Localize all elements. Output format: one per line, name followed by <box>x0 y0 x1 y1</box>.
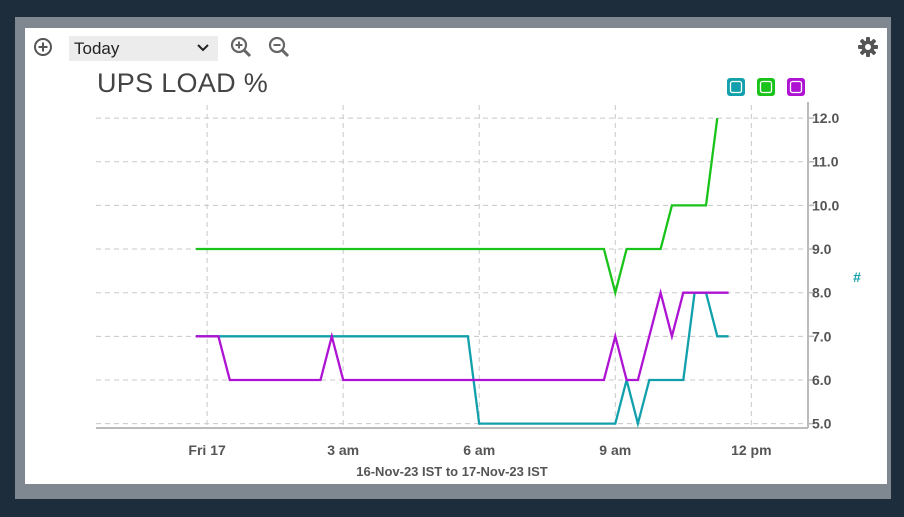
zoom-out-icon[interactable] <box>268 36 290 58</box>
x-tick-label: 9 am <box>599 442 631 458</box>
zoom-in-icon[interactable] <box>230 36 252 58</box>
series-line-1 <box>195 291 729 429</box>
date-range-label: 16-Nov-23 IST to 17-Nov-23 IST <box>356 464 547 479</box>
legend-swatch-3[interactable] <box>787 78 805 96</box>
y-tick-label: 5.0 <box>812 416 832 432</box>
y-tick-label: 6.0 <box>812 372 832 388</box>
chart-title: UPS LOAD % <box>97 68 269 98</box>
time-range-select[interactable]: Today <box>69 36 218 61</box>
chevron-down-icon <box>196 38 210 61</box>
x-tick-label: Fri 17 <box>188 442 226 458</box>
legend-swatch-1[interactable] <box>727 78 745 96</box>
time-range-value: Today <box>74 39 120 58</box>
series-line-2 <box>195 117 719 298</box>
legend-swatch-inner <box>789 80 803 94</box>
series-line-3 <box>195 288 729 382</box>
y-tick-label: 12.0 <box>812 110 839 126</box>
x-tick-label: 3 am <box>327 442 359 458</box>
x-tick-label: 12 pm <box>731 442 771 458</box>
y-tick-label: 9.0 <box>812 241 832 257</box>
plus-circle-icon[interactable] <box>33 37 55 59</box>
y-axis-label: # <box>853 269 861 285</box>
y-tick-label: 7.0 <box>812 328 832 344</box>
y-tick-label: 10.0 <box>812 197 839 213</box>
legend-swatch-inner <box>759 80 773 94</box>
y-tick-label: 8.0 <box>812 285 832 301</box>
legend-swatch-2[interactable] <box>757 78 775 96</box>
gear-icon[interactable] <box>857 36 879 58</box>
x-tick-label: 6 am <box>463 442 495 458</box>
legend-swatch-inner <box>729 80 743 94</box>
y-tick-label: 11.0 <box>812 154 839 170</box>
chart-panel <box>25 28 887 484</box>
